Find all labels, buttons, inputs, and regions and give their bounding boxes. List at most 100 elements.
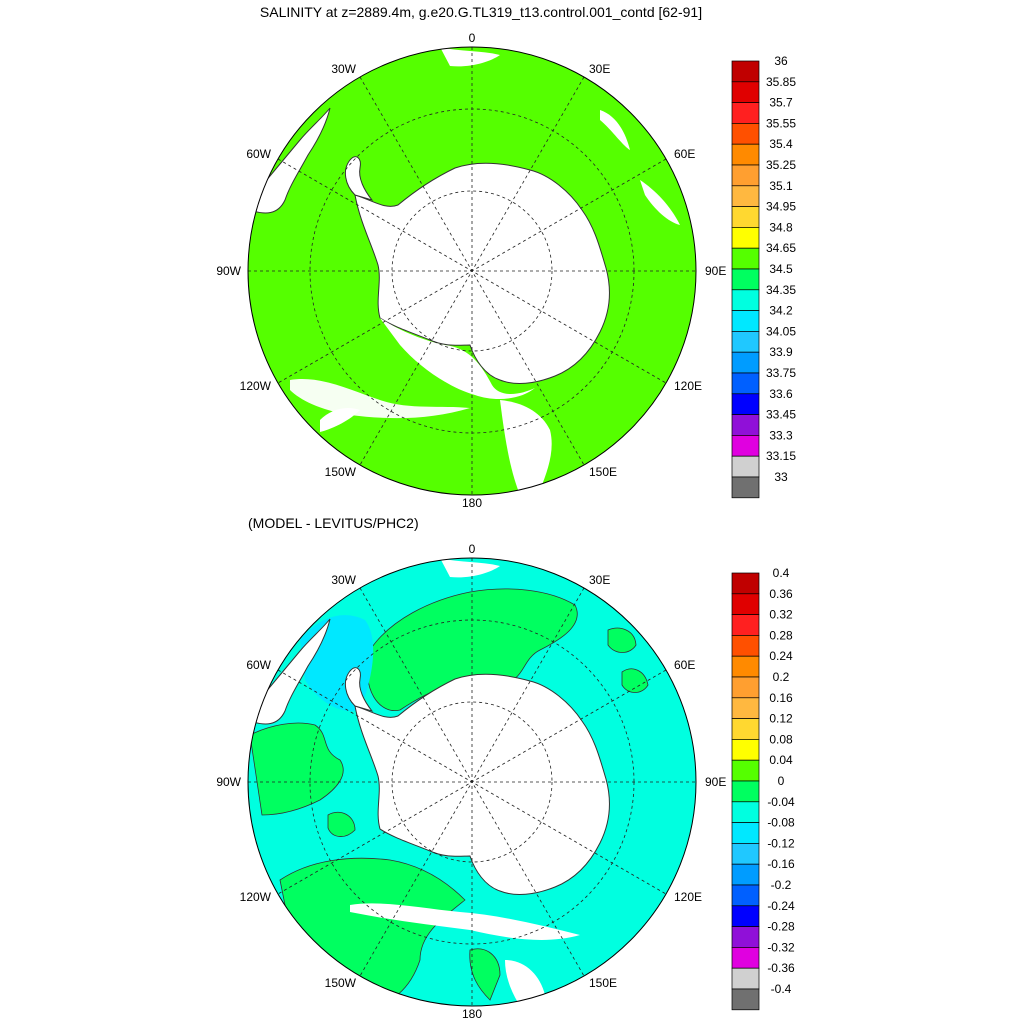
antarctic-peninsula — [344, 156, 374, 201]
salinity-colorbar-label-9: 34.65 — [766, 241, 796, 255]
salinity-colorbar-label-14: 33.9 — [769, 345, 793, 359]
anomaly-colorbar-swatch-11 — [731, 801, 760, 823]
salinity-colorbar-label-0: 36 — [774, 54, 788, 68]
anomaly-colorbar-swatch-9 — [731, 759, 760, 782]
salinity-colorbar-swatch-2 — [731, 102, 760, 124]
anomaly-colorbar-swatch-0 — [731, 572, 760, 595]
salinity-colorbar-swatch-16 — [731, 393, 760, 415]
salinity-colorbar-label-17: 33.45 — [766, 408, 796, 422]
salinity-colorbar-swatch-15 — [731, 372, 760, 395]
anomaly-panel: (MODEL - LEVITUS/PHC2) — [216, 515, 795, 1021]
salinity-colorbar-label-4: 35.4 — [769, 137, 793, 151]
indian-ridge-shallow — [640, 180, 680, 225]
salinity-map-border — [247, 46, 697, 496]
africa-land-anomaly — [440, 558, 500, 578]
anomaly-colorbar-swatch-18 — [731, 947, 760, 969]
salinity-colorbar-swatch-7 — [731, 206, 760, 228]
anomaly-colorbar-swatch-3 — [731, 635, 760, 657]
anomaly-colorbar-swatch-8 — [731, 739, 760, 761]
anomaly-colorbar-label-12: -0.08 — [767, 816, 795, 830]
anomaly-colorbar-label-7: 0.12 — [769, 712, 793, 726]
antarctic-peninsula-anomaly — [344, 667, 374, 712]
lon-label-180: 180 — [462, 496, 482, 510]
australia-land-anomaly — [505, 960, 545, 1006]
anomaly-colorbar-swatch-19 — [731, 967, 760, 990]
anomaly-colorbar-label-13: -0.12 — [767, 836, 795, 850]
anomaly-colorbar-label-14: -0.16 — [767, 857, 795, 871]
anomaly-colorbar-label-5: 0.2 — [773, 670, 790, 684]
salinity-colorbar-label-3: 35.55 — [766, 116, 796, 130]
anomaly-colorbar-label-9: 0.04 — [769, 753, 793, 767]
salinity-colorbar-swatch-20 — [731, 476, 760, 499]
anomaly-colorbar-label-10: 0 — [778, 774, 785, 788]
salinity-colorbar-label-5: 35.25 — [766, 158, 796, 172]
ridge-shallow-band-anomaly — [350, 903, 580, 940]
salinity-colorbar-swatch-11 — [731, 289, 760, 311]
salinity-colorbar-label-19: 33.15 — [766, 449, 796, 463]
positive-anomaly-west — [249, 722, 344, 816]
anomaly-colorbar-swatch-2 — [731, 614, 760, 636]
positive-anomaly-patch-4 — [469, 948, 501, 1001]
anomaly-graticule — [248, 558, 696, 1006]
anomaly-colorbar-label-18: -0.32 — [767, 940, 795, 954]
anomaly-colorbar-swatch-15 — [731, 884, 760, 907]
salinity-title: SALINITY at z=2889.4m, g.e20.G.TL319_t13… — [260, 4, 702, 20]
ross-sea-shelf — [380, 318, 535, 400]
salinity-colorbar-label-16: 33.6 — [769, 387, 793, 401]
salinity-colorbar-label-20: 33 — [774, 470, 788, 484]
lon-label-180-b: 180 — [462, 1007, 482, 1021]
salinity-colorbar-swatch-9 — [731, 247, 760, 270]
salinity-colorbar-swatch-10 — [731, 268, 760, 291]
lon-label-120e: 120E — [674, 379, 702, 393]
lon-label-60w-b: 60W — [246, 658, 271, 672]
australia-land — [500, 400, 552, 495]
salinity-colorbar-label-2: 35.7 — [769, 96, 793, 110]
anomaly-colorbar-label-1: 0.36 — [769, 587, 793, 601]
salinity-colorbar-swatch-6 — [731, 185, 760, 207]
lon-label-90w-b: 90W — [216, 775, 241, 789]
lon-label-30w-b: 30W — [331, 573, 356, 587]
lon-label-30e-b: 30E — [589, 573, 610, 587]
anomaly-colorbar-swatch-17 — [731, 926, 760, 948]
salinity-colorbar-swatch-3 — [731, 123, 760, 145]
salinity-colorbar-label-18: 33.3 — [769, 428, 793, 442]
africa-land — [440, 47, 500, 67]
salinity-colorbar-label-15: 33.75 — [766, 366, 796, 380]
antarctica-landmass — [354, 162, 610, 384]
anomaly-colorbar-label-4: 0.24 — [769, 649, 793, 663]
positive-anomaly-patch-2 — [621, 668, 649, 693]
anomaly-colorbar-label-8: 0.08 — [769, 732, 793, 746]
anomaly-colorbar-swatch-1 — [731, 593, 760, 615]
lon-label-120w: 120W — [240, 379, 272, 393]
salinity-colorbar-label-1: 35.85 — [766, 75, 796, 89]
lon-label-150e-b: 150E — [589, 976, 617, 990]
anomaly-map — [248, 558, 696, 1006]
salinity-colorbar-swatch-4 — [731, 143, 760, 166]
anomaly-colorbar-swatch-4 — [731, 655, 760, 678]
salinity-colorbar-swatch-8 — [731, 227, 760, 249]
salinity-panel: SALINITY at z=2889.4m, g.e20.G.TL319_t13… — [216, 4, 796, 510]
lon-label-0-b: 0 — [469, 542, 476, 556]
anomaly-title: (MODEL - LEVITUS/PHC2) — [248, 515, 419, 531]
lon-label-120e-b: 120E — [674, 890, 702, 904]
kerguelen-shallow — [600, 110, 630, 150]
lon-label-90w: 90W — [216, 264, 241, 278]
anomaly-colorbar-label-17: -0.28 — [767, 920, 795, 934]
anomaly-colorbar-label-6: 0.16 — [769, 691, 793, 705]
anomaly-colorbar-swatch-10 — [731, 780, 760, 803]
anomaly-colorbar-swatch-13 — [731, 843, 760, 865]
anomaly-colorbar-swatch-6 — [731, 697, 760, 719]
lon-label-60e-b: 60E — [674, 658, 695, 672]
salinity-colorbar-swatch-17 — [731, 414, 760, 436]
lon-label-150e: 150E — [589, 465, 617, 479]
salinity-colorbar-swatch-5 — [731, 164, 760, 187]
salinity-colorbar-swatch-13 — [731, 331, 760, 353]
anomaly-colorbar-label-11: -0.04 — [767, 795, 795, 809]
anomaly-colorbar-swatch-7 — [731, 718, 760, 740]
salinity-colorbar-swatch-18 — [731, 435, 760, 457]
salinity-colorbar: 36 35.85 35.7 35.55 35.4 35.25 35.1 34.95 34.8 34… — [731, 54, 796, 499]
salinity-colorbar-swatch-0 — [731, 60, 760, 83]
salinity-graticule — [248, 47, 696, 495]
anomaly-colorbar-swatch-20 — [731, 988, 760, 1011]
